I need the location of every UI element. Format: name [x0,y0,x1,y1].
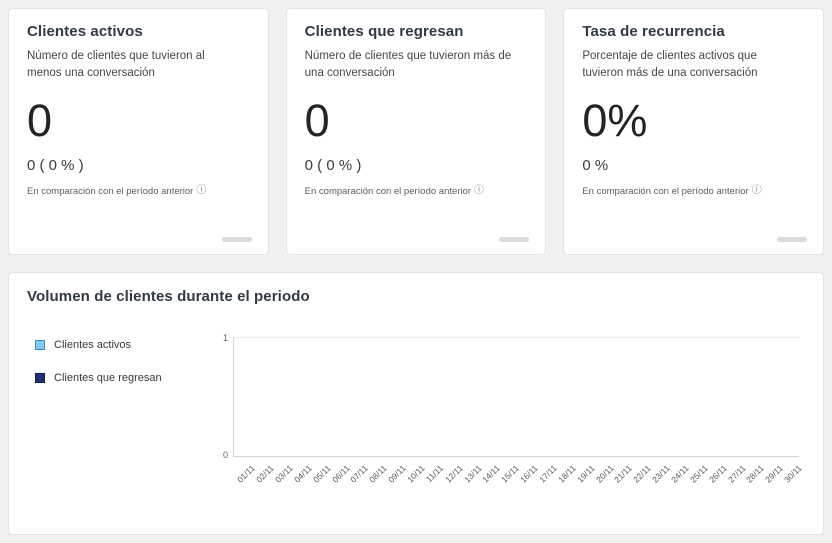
y-axis-tick-label: 1 [222,333,228,343]
stat-comparison-value: 0 ( 0 % ) [27,156,84,174]
chart-legend: Clientes activos Clientes que regresan [27,331,217,502]
y-axis-tick-label: 0 [222,450,228,460]
x-axis-tick: 16/11 [516,460,540,502]
gridline [234,337,799,338]
x-axis-tick: 25/11 [686,460,710,502]
x-axis-tick: 21/11 [610,460,634,502]
info-icon[interactable]: ⓘ [751,185,762,197]
x-axis-tick: 30/11 [780,460,804,502]
legend-item-active-clients[interactable]: Clientes activos [35,339,217,351]
x-axis-tick: 07/11 [346,460,370,502]
info-icon[interactable]: ⓘ [474,185,485,197]
x-axis-tick: 18/11 [554,460,578,502]
legend-label: Clientes activos [54,339,132,351]
x-axis-tick: 23/11 [648,460,672,502]
x-axis-tick: 05/11 [308,460,333,502]
x-axis-tick: 04/11 [290,460,314,502]
card-active-clients: Clientes activos Número de clientes que … [8,8,269,255]
x-axis-tick: 13/11 [459,460,484,502]
footnote-label: En comparación con el período anterior [27,185,194,197]
chart-title: Volumen de clientes durante el periodo [27,288,310,305]
footnote-label: En comparación con el período anterior [582,185,749,197]
x-axis-tick: 19/11 [572,460,597,502]
x-axis-tick: 15/11 [497,460,521,502]
x-axis-tick: 08/11 [365,460,389,502]
stat-value: 0 [27,95,53,147]
info-icon[interactable]: ⓘ [196,185,207,197]
x-axis-tick: 17/11 [535,460,559,502]
x-axis-tick: 02/11 [252,460,276,502]
card-description: Porcentaje de clientes activos que tuvie… [582,50,758,79]
kpi-row: Clientes activos Número de clientes que … [8,8,824,255]
x-axis-tick: 14/11 [478,460,502,502]
x-axis-tick: 20/11 [591,460,616,502]
x-axis-tick: 22/11 [629,460,653,502]
x-axis-tick: 10/11 [403,460,427,502]
drag-handle [499,237,530,242]
footnote-label: En comparación con el período anterior [304,185,472,197]
drag-handle [776,237,807,242]
x-axis-tick: 28/11 [742,460,766,502]
card-title: Clientes que regresan [304,23,464,40]
card-recurrence-rate: Tasa de recurrencia Porcentaje de client… [563,8,824,255]
stat-value: 0 [304,95,330,147]
card-description: Número de clientes que tuvieron al menos… [27,50,205,79]
chart-body: Clientes activos Clientes que regresan 1… [27,331,805,502]
x-axis-labels: 01/11 02/11 03/11 04/11 05/11 06/11 07/11 08/11… [233,460,804,502]
x-axis-tick: 29/11 [761,460,785,502]
x-axis-tick: 06/11 [327,460,352,502]
x-axis-tick: 12/11 [440,460,465,502]
legend-swatch-icon [35,373,45,383]
x-axis-tick: 09/11 [384,460,408,502]
legend-label: Clientes que regresan [54,372,162,384]
x-axis-tick: 01/11 [233,460,257,502]
x-axis-tick: 03/11 [271,460,295,502]
x-axis-tick: 24/11 [667,460,691,502]
stat-footnote: En comparación con el período anterior ⓘ [305,186,528,197]
card-returning-clients: Clientes que regresan Número de clientes… [285,8,547,255]
x-axis-tick: 26/11 [704,460,729,502]
drag-handle [221,237,252,242]
legend-item-returning-clients[interactable]: Clientes que regresan [35,372,217,384]
x-axis-tick: 11/11 [422,460,445,502]
stat-footnote: En comparación con el período anterior ⓘ [27,186,250,197]
card-description: Número de clientes que tuvieron más de u… [304,50,512,79]
chart-plot: 1 0 [223,333,799,460]
x-axis-tick-label: 30/11 [782,463,804,485]
x-axis-tick: 27/11 [723,460,748,502]
card-title: Clientes activos [27,23,143,40]
stat-value: 0% [582,95,648,147]
card-title: Tasa de recurrencia [582,23,725,40]
stat-comparison-value: 0 ( 0 % ) [304,156,362,174]
chart-area: 1 0 01/11 02/11 03/11 04/11 05/11 06/11 07/11 0… [217,331,805,502]
stat-comparison-value: 0 % [582,156,609,174]
card-client-volume-chart: Volumen de clientes durante el periodo C… [8,272,824,535]
legend-swatch-icon [35,340,45,350]
stat-footnote: En comparación con el período anterior ⓘ [582,186,805,197]
